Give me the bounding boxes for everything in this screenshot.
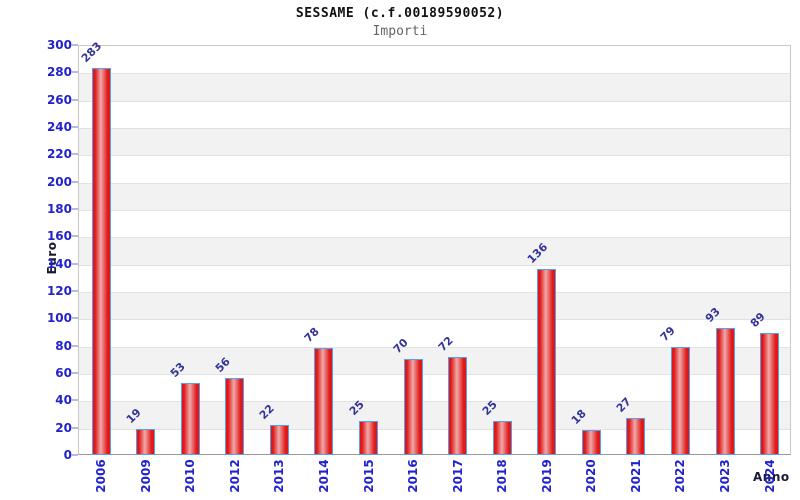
y-tick-label: 140 xyxy=(46,256,72,271)
y-tick-mark xyxy=(72,344,78,347)
x-tick-label: 2020 xyxy=(584,459,599,493)
gridline xyxy=(79,237,790,239)
y-tick-label: 40 xyxy=(55,393,72,408)
x-tick-label: 2022 xyxy=(673,459,688,493)
y-tick-label: 200 xyxy=(46,174,72,189)
x-tick-label: 2013 xyxy=(272,459,287,493)
y-tick-label: 260 xyxy=(46,92,72,107)
y-tick-mark xyxy=(72,153,78,156)
y-tick-mark xyxy=(72,208,78,210)
bar xyxy=(359,420,379,455)
bar xyxy=(760,333,780,455)
y-tick-mark xyxy=(72,372,78,374)
bar xyxy=(136,429,156,455)
y-tick-label: 60 xyxy=(55,366,72,380)
plot-band xyxy=(79,182,790,210)
chart-title: SESSAME (c.f.00189590052) xyxy=(295,6,505,21)
bar xyxy=(492,420,512,455)
bar xyxy=(670,347,690,455)
x-tick-label: 2016 xyxy=(406,459,421,493)
y-tick-mark xyxy=(72,290,78,292)
gridline xyxy=(79,401,790,403)
y-tick-mark xyxy=(72,235,78,238)
y-tick-mark xyxy=(72,399,78,402)
gridline xyxy=(79,374,790,375)
gridline xyxy=(79,210,790,211)
y-tick-label: 300 xyxy=(46,38,72,52)
x-tick-label: 2018 xyxy=(495,459,510,493)
plot-band xyxy=(79,292,790,320)
y-tick-label: 160 xyxy=(46,229,72,244)
plot-band xyxy=(79,73,790,101)
gridline xyxy=(79,182,790,184)
bar xyxy=(180,382,200,455)
plot-band xyxy=(79,210,790,237)
gridline xyxy=(79,346,790,348)
bar xyxy=(403,359,423,455)
gridline xyxy=(79,155,790,157)
y-tick-mark xyxy=(72,98,78,101)
x-tick-label: 2012 xyxy=(227,459,242,493)
bar xyxy=(581,430,601,455)
y-tick-mark xyxy=(72,262,78,265)
plot-band xyxy=(79,46,790,73)
x-tick-label: 2014 xyxy=(316,459,331,493)
bar xyxy=(448,356,468,455)
y-tick-label: 20 xyxy=(55,420,72,435)
plot-band xyxy=(79,155,790,182)
y-tick-mark xyxy=(72,454,78,456)
x-axis-title: Anno xyxy=(753,470,790,484)
bar xyxy=(91,68,111,455)
gridline xyxy=(79,428,790,430)
bar xyxy=(225,378,245,455)
gridline xyxy=(79,319,790,321)
plot-band xyxy=(79,237,790,265)
bar xyxy=(626,418,646,455)
plot-band xyxy=(79,319,790,346)
x-tick-label: 2017 xyxy=(450,459,465,493)
y-tick-label: 80 xyxy=(55,338,72,353)
gridline xyxy=(79,100,790,102)
plot-band xyxy=(79,265,790,292)
x-tick-label: 2023 xyxy=(718,459,733,493)
bar xyxy=(314,348,334,455)
y-tick-mark xyxy=(72,44,78,46)
y-tick-label: 180 xyxy=(46,202,72,216)
x-tick-label: 2015 xyxy=(361,459,376,493)
y-tick-mark xyxy=(72,71,78,74)
y-tick-mark xyxy=(72,180,78,183)
y-tick-mark xyxy=(72,426,78,429)
plot-band xyxy=(79,128,790,156)
x-tick-label: 2006 xyxy=(94,459,109,493)
bar xyxy=(269,424,289,455)
x-tick-label: 2009 xyxy=(138,459,153,493)
plot-area xyxy=(78,45,791,455)
x-tick-label: 2021 xyxy=(628,459,643,493)
bar xyxy=(715,327,735,455)
bar xyxy=(537,269,557,455)
y-tick-label: 280 xyxy=(46,65,72,80)
gridline xyxy=(79,292,790,293)
y-tick-label: 0 xyxy=(63,448,72,462)
gridline xyxy=(79,264,790,266)
y-tick-label: 100 xyxy=(46,311,72,326)
gridline xyxy=(79,128,790,129)
y-tick-mark xyxy=(72,317,78,320)
y-tick-label: 220 xyxy=(46,147,72,162)
x-tick-label: 2019 xyxy=(539,459,554,493)
y-tick-label: 120 xyxy=(46,284,72,298)
x-tick-label: 2010 xyxy=(183,459,198,493)
y-tick-mark xyxy=(72,126,78,128)
y-tick-label: 240 xyxy=(46,120,72,134)
chart-subtitle: Importi xyxy=(372,24,428,39)
plot-band xyxy=(79,101,790,128)
x-tick-label: 2024 xyxy=(762,459,777,493)
gridline xyxy=(79,73,790,75)
